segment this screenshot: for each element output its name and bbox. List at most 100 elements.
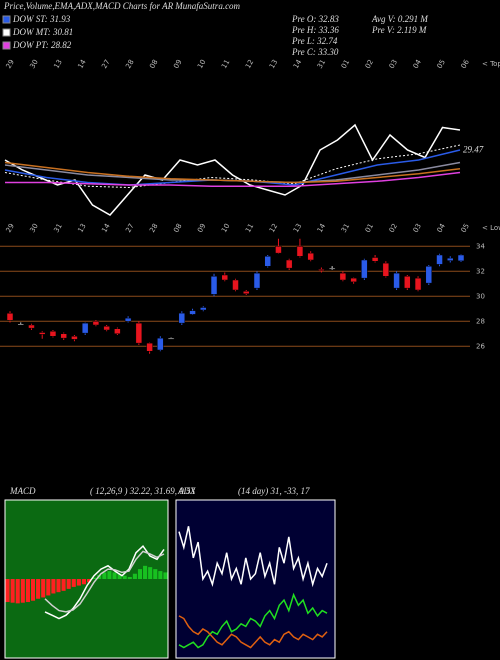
candle-body [275,246,282,254]
candle-body [167,337,175,340]
candle-body [457,254,465,262]
date-label: 13 [76,222,87,234]
histogram-bar [92,577,97,579]
histogram-bar [163,572,168,579]
date-label: 03 [412,222,423,234]
legend-text: DOW ST: 31.93 [12,14,71,24]
histogram-bar [127,577,132,579]
panel-title: ADX [177,486,196,496]
candle-body [114,328,121,334]
histogram-bar [30,579,36,601]
legend-text: DOW PT: 28.82 [12,40,72,50]
candle-body [60,333,67,339]
date-label: 02 [388,222,399,234]
line [44,544,165,620]
stat: Pre H: 33.36 [291,25,339,35]
candle-body [393,272,400,289]
histogram-bar [46,579,51,596]
candle-body [38,332,46,335]
stat: Avg V: 0.291 M [371,14,428,24]
candle-body [307,252,314,261]
date-label: 12 [268,222,279,234]
date-label: 09 [196,222,207,234]
histogram-bar [137,569,143,579]
histogram-bar [41,579,46,598]
y-tick-label: 26 [476,342,485,350]
date-label: 29 [5,58,16,70]
stat: Pre L: 32.74 [291,36,338,46]
candle-body [414,277,422,291]
candle-body [328,267,336,270]
histogram-bar [76,579,81,586]
date-label: 12 [244,58,255,70]
histogram-bar [56,579,61,593]
date-label: 09 [172,58,183,70]
stat: Pre V: 2.119 M [371,25,427,35]
candle-body [371,257,379,262]
date-label: 01 [340,58,351,70]
candle-body [103,326,110,331]
histogram-bar [10,579,15,603]
candle-body [28,324,35,329]
date-label: 14 [100,222,112,234]
date-label: 05 [436,58,447,70]
y-tick-label: 28 [476,317,485,325]
legend-swatch [2,41,11,50]
axis-note: < Lows [482,224,500,232]
histogram-bar [148,567,153,579]
date-label: 31 [316,58,327,70]
histogram-bar [117,573,122,579]
candle-body [425,266,433,284]
line [178,592,328,649]
candle-body [253,272,261,289]
candle-body [81,322,89,334]
histogram-bar [153,569,158,579]
histogram-bar [66,579,71,589]
date-label: 14 [316,222,328,234]
histogram-bar [71,579,76,587]
page-title: Price,Volume,EMA,ADX,MACD Charts for AR … [3,1,241,11]
candle-body [242,291,250,294]
date-label: 08 [148,58,159,70]
date-label: 04 [412,58,424,70]
date-label: 08 [172,222,183,234]
date-label: 03 [388,58,399,70]
candle-body [318,269,325,271]
date-label: 11 [244,222,255,234]
histogram-bar [158,571,163,579]
candle-body [17,323,24,326]
legend-swatch [2,15,11,24]
candle-body [157,337,164,351]
line [4,123,461,216]
panel-title: MACD [9,486,36,496]
histogram-bar [132,573,137,579]
histogram-bar [20,579,25,603]
legend-text: DOW MT: 30.81 [12,27,73,37]
histogram-bar [25,579,30,603]
date-label: 28 [148,222,159,234]
legend-swatch [2,28,11,37]
date-label: 05 [460,222,471,234]
candle-body [135,322,143,344]
histogram-bar [102,572,107,579]
date-label: 14 [76,58,88,70]
date-label: 02 [364,58,375,70]
histogram-bar [87,579,92,583]
stat: Pre O: 32.83 [291,14,339,24]
candle-body [49,331,57,337]
histogram-bar [51,579,56,594]
candle-body [146,342,153,352]
histogram-bar [112,572,117,579]
line [178,615,328,649]
date-label: 13 [268,58,279,70]
date-label: 27 [100,58,111,70]
date-label: 10 [220,222,231,234]
histogram-bar [61,579,66,591]
histogram-bar [143,565,148,579]
candle-body [221,274,229,281]
candle-body [232,279,239,291]
candle-body [339,272,347,281]
date-label: 01 [364,222,375,234]
candle-body [264,256,271,267]
date-label: 30 [28,58,39,70]
